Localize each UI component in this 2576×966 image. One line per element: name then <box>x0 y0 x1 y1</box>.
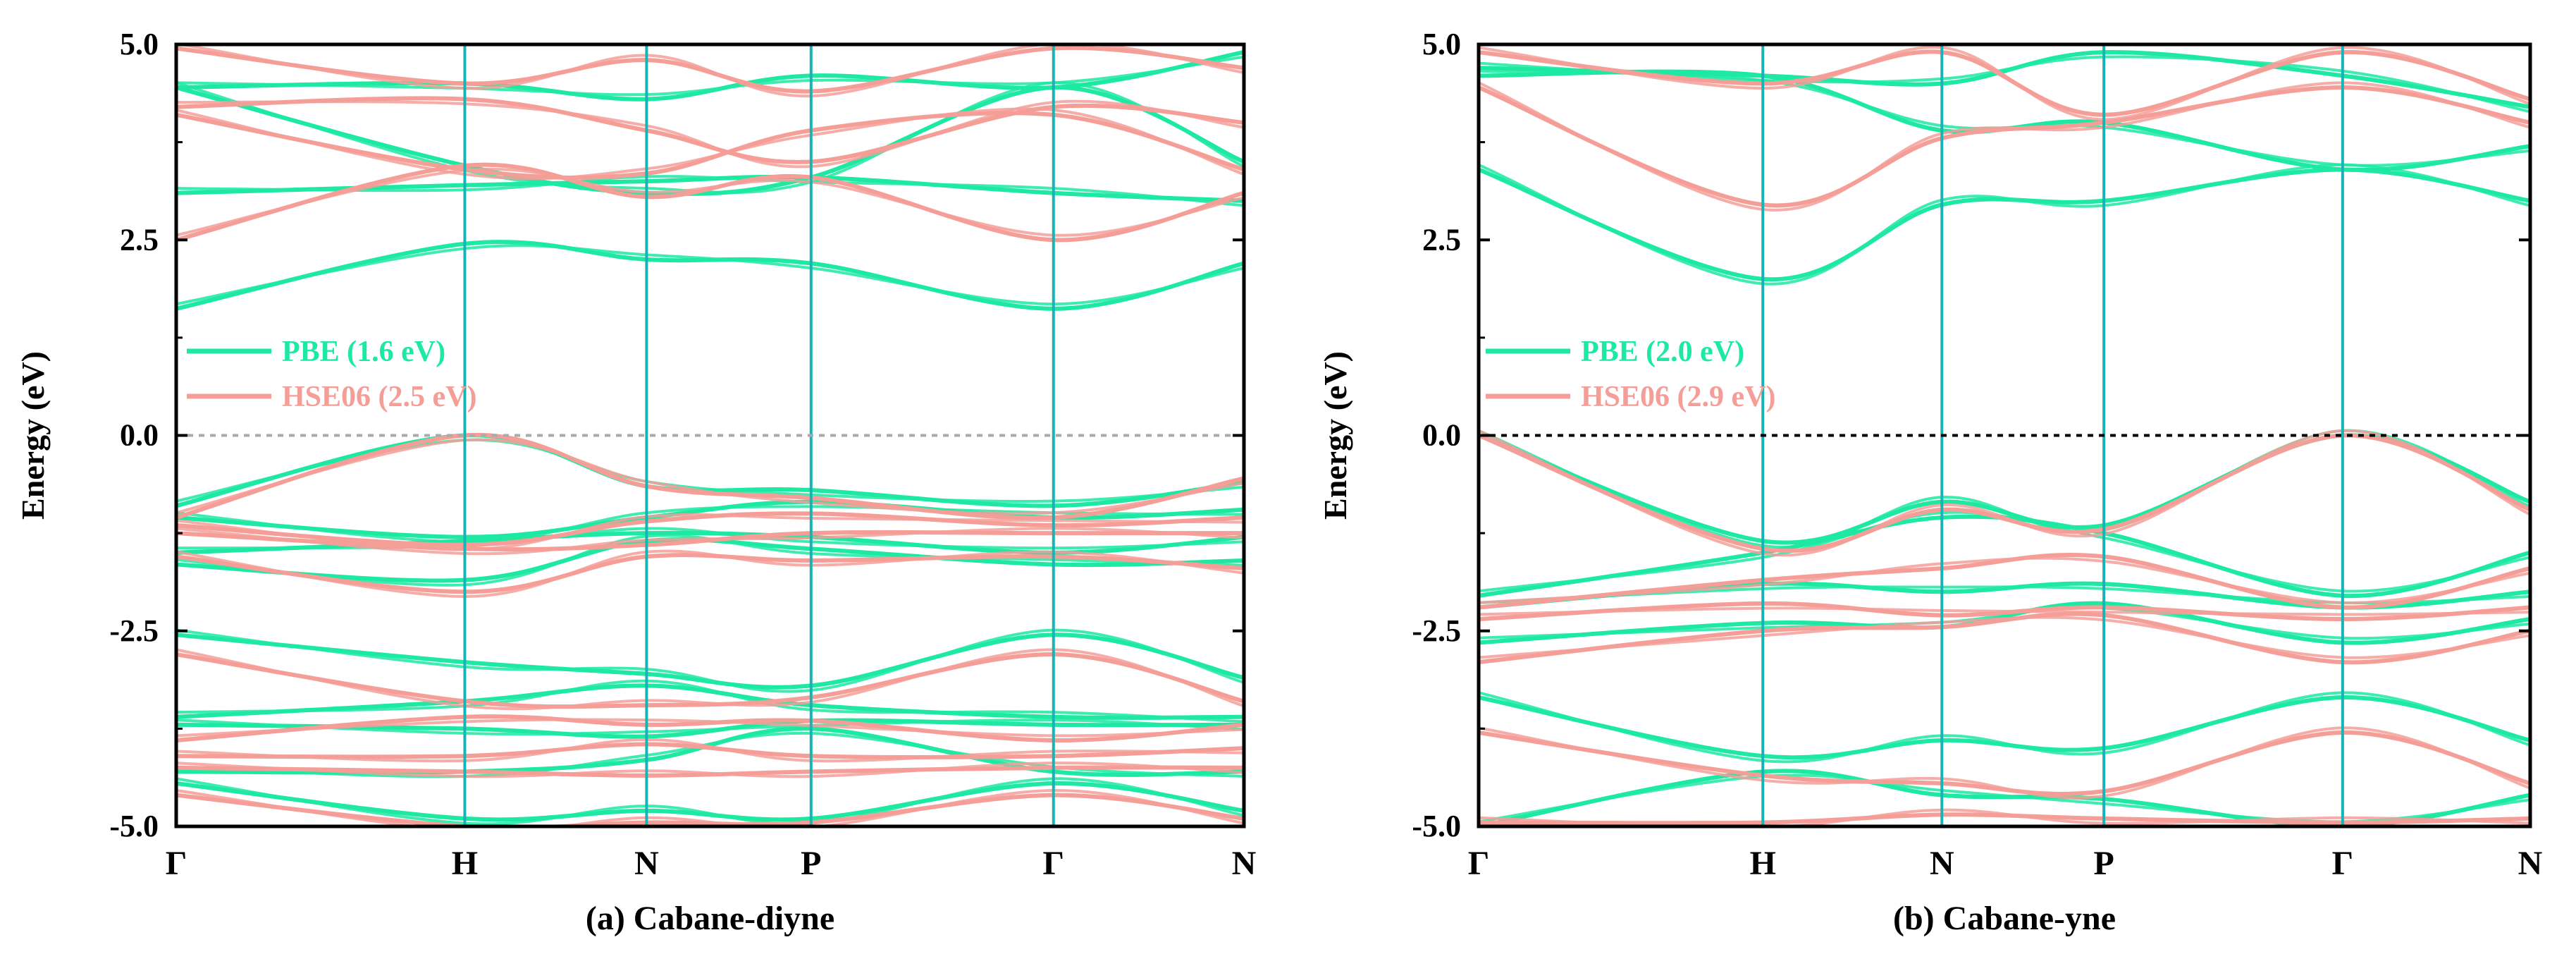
band-hse06-0-twin <box>1479 81 2530 212</box>
legend-label-hse06: HSE06 (2.9 eV) <box>1581 381 1776 413</box>
legend-label-hse06: HSE06 (2.5 eV) <box>282 381 477 413</box>
band-hse06-2-twin <box>176 99 1244 169</box>
band-hse06-9-twin <box>176 718 1244 738</box>
y-tick-label: 2.5 <box>1422 222 1461 257</box>
panel-a-cabane-diyne: 5.0 2.5 0.0 -2.5 -5.0 Energy (eV) Γ H N P Γ N PBE (1… <box>15 27 1257 937</box>
panel-caption: (b) Cabane-yne <box>1893 900 2116 937</box>
band-hse06-12-twin <box>176 788 1244 826</box>
band-pbe-0-twin <box>176 244 1244 306</box>
y-tick-label: 2.5 <box>120 222 159 257</box>
band-hse06-3-twin <box>176 44 1244 98</box>
kpoint-label-1: H <box>1750 845 1776 882</box>
band-pbe-3-twin <box>176 55 1244 97</box>
band-hse06-7-twin <box>176 549 1244 598</box>
band-hse06-2-twin <box>1479 429 2530 557</box>
y-tick-label: -2.5 <box>109 613 159 648</box>
kpoint-label-2: N <box>634 845 659 882</box>
band-hse06-11-twin <box>176 762 1244 778</box>
band-hse06-3-twin <box>1479 556 2530 604</box>
band-hse06-4-twin <box>1479 606 2530 616</box>
band-hse06-4-twin <box>176 438 1244 515</box>
y-tick-label: 5.0 <box>1422 27 1461 61</box>
band-pbe-10-twin <box>176 719 1244 736</box>
band-hse06-0-twin <box>176 167 1244 237</box>
y-tick-label: 0.0 <box>1422 418 1461 453</box>
legend-label-pbe: PBE (2.0 eV) <box>1581 336 1744 368</box>
y-axis-label: Energy (eV) <box>1317 351 1353 520</box>
band-hse06-1-twin <box>1479 45 2530 121</box>
panel-b-cabane-yne: 5.0 2.5 0.0 -2.5 -5.0 Energy (eV) Γ H N P Γ N PBE (2… <box>1317 27 2543 937</box>
legend: PBE (2.0 eV) HSE06 (2.9 eV) <box>1486 336 1776 413</box>
panel-caption: (a) Cabane-diyne <box>586 900 834 937</box>
band-pbe-7-twin <box>1479 691 2530 764</box>
y-tick-label: 5.0 <box>120 27 159 61</box>
kpoint-label-4: Γ <box>1042 845 1064 882</box>
y-tick-label: 0.0 <box>120 418 159 453</box>
band-pbe-4-twin <box>1479 510 2530 593</box>
legend-label-pbe: PBE (1.6 eV) <box>282 336 445 368</box>
band-hse06-10-twin <box>176 738 1244 763</box>
kpoint-label-1: H <box>452 845 478 882</box>
y-tick-label: -5.0 <box>1412 809 1461 843</box>
kpoint-label-0: Γ <box>1468 845 1490 882</box>
bands <box>176 44 1244 826</box>
kpoint-label-2: N <box>1930 845 1954 882</box>
band-hse06-6-twin <box>176 527 1244 556</box>
y-tick-label: -2.5 <box>1412 613 1461 648</box>
kpoint-label-5: N <box>2518 845 2543 882</box>
band-hse06-5-twin <box>1479 616 2530 659</box>
y-tick-label: -5.0 <box>109 809 159 843</box>
band-hse06-7-twin <box>1479 808 2530 826</box>
band-pbe-9-twin <box>176 679 1244 723</box>
band-pbe-2-twin <box>1479 55 2530 114</box>
kpoint-label-3: P <box>801 845 821 882</box>
band-hse06-0 <box>1479 85 2530 208</box>
band-hse06-8-twin <box>176 648 1244 711</box>
band-pbe-1-twin <box>176 175 1244 207</box>
band-hse06-6-twin <box>1479 726 2530 800</box>
kpoint-label-4: Γ <box>2332 845 2354 882</box>
band-pbe-8-twin <box>176 628 1244 693</box>
kpoint-label-5: N <box>1232 845 1257 882</box>
band-pbe-12-twin <box>176 777 1244 826</box>
kpoint-label-3: P <box>2093 845 2114 882</box>
legend: PBE (1.6 eV) HSE06 (2.5 eV) <box>187 336 477 413</box>
kpoint-label-0: Γ <box>166 845 187 882</box>
y-axis-label: Energy (eV) <box>15 351 51 520</box>
band-hse06-1-twin <box>176 107 1244 181</box>
bands <box>1479 45 2530 826</box>
